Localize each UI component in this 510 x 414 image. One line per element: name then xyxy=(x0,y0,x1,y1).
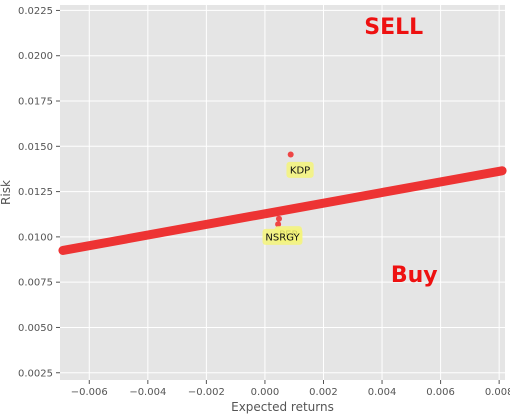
y-tick-label: 0.0050 xyxy=(18,323,53,334)
x-tick-label: 0.000 xyxy=(251,387,280,398)
data-point-pep xyxy=(275,215,282,222)
x-tick-label: −0.002 xyxy=(188,387,225,398)
y-tick-label: 0.0175 xyxy=(18,97,53,108)
y-tick-label: 0.0150 xyxy=(18,142,53,153)
label-text: KDP xyxy=(290,165,310,176)
x-tick-label: 0.004 xyxy=(368,387,397,398)
y-axis-title: Risk xyxy=(0,180,13,205)
y-tick-label: 0.0125 xyxy=(18,187,53,198)
plot-area xyxy=(60,5,505,380)
point-labels: SELLBuyKDPPEPNSRGY xyxy=(262,15,438,288)
label-box xyxy=(286,161,314,178)
point-label-nsrgy: NSRGY xyxy=(262,228,303,245)
x-tick-label: 0.008 xyxy=(485,387,510,398)
x-tick-label: −0.004 xyxy=(129,387,166,398)
point-label-kdp: KDP xyxy=(286,161,314,178)
y-axis-ticks: 0.0025 0.0050 0.0075 0.0100 0.0125 0.0150 0.01… xyxy=(18,6,60,379)
y-tick-label: 0.0100 xyxy=(18,232,53,243)
annotation-buy: Buy xyxy=(391,263,438,288)
label-box xyxy=(262,228,303,245)
annotation-sell: SELL xyxy=(364,15,423,40)
x-axis-title: Expected returns xyxy=(231,400,334,414)
y-tick-label: 0.0200 xyxy=(18,51,53,62)
label-text: NSRGY xyxy=(265,232,300,243)
x-tick-label: −0.006 xyxy=(71,387,108,398)
trend-line-group xyxy=(58,166,507,255)
data-point-kdp xyxy=(287,151,294,158)
y-tick-label: 0.0025 xyxy=(18,368,53,379)
y-tick-label: 0.0225 xyxy=(18,6,53,17)
trend-line xyxy=(58,166,507,255)
data-points xyxy=(275,151,294,228)
data-point-nsrgy xyxy=(275,221,282,228)
x-tick-label: 0.006 xyxy=(426,387,455,398)
x-axis-ticks: −0.006 −0.004 −0.002 0.000 0.002 0.004 0.006 0.… xyxy=(71,380,510,398)
x-tick-label: 0.002 xyxy=(309,387,338,398)
y-tick-label: 0.0075 xyxy=(18,278,53,289)
